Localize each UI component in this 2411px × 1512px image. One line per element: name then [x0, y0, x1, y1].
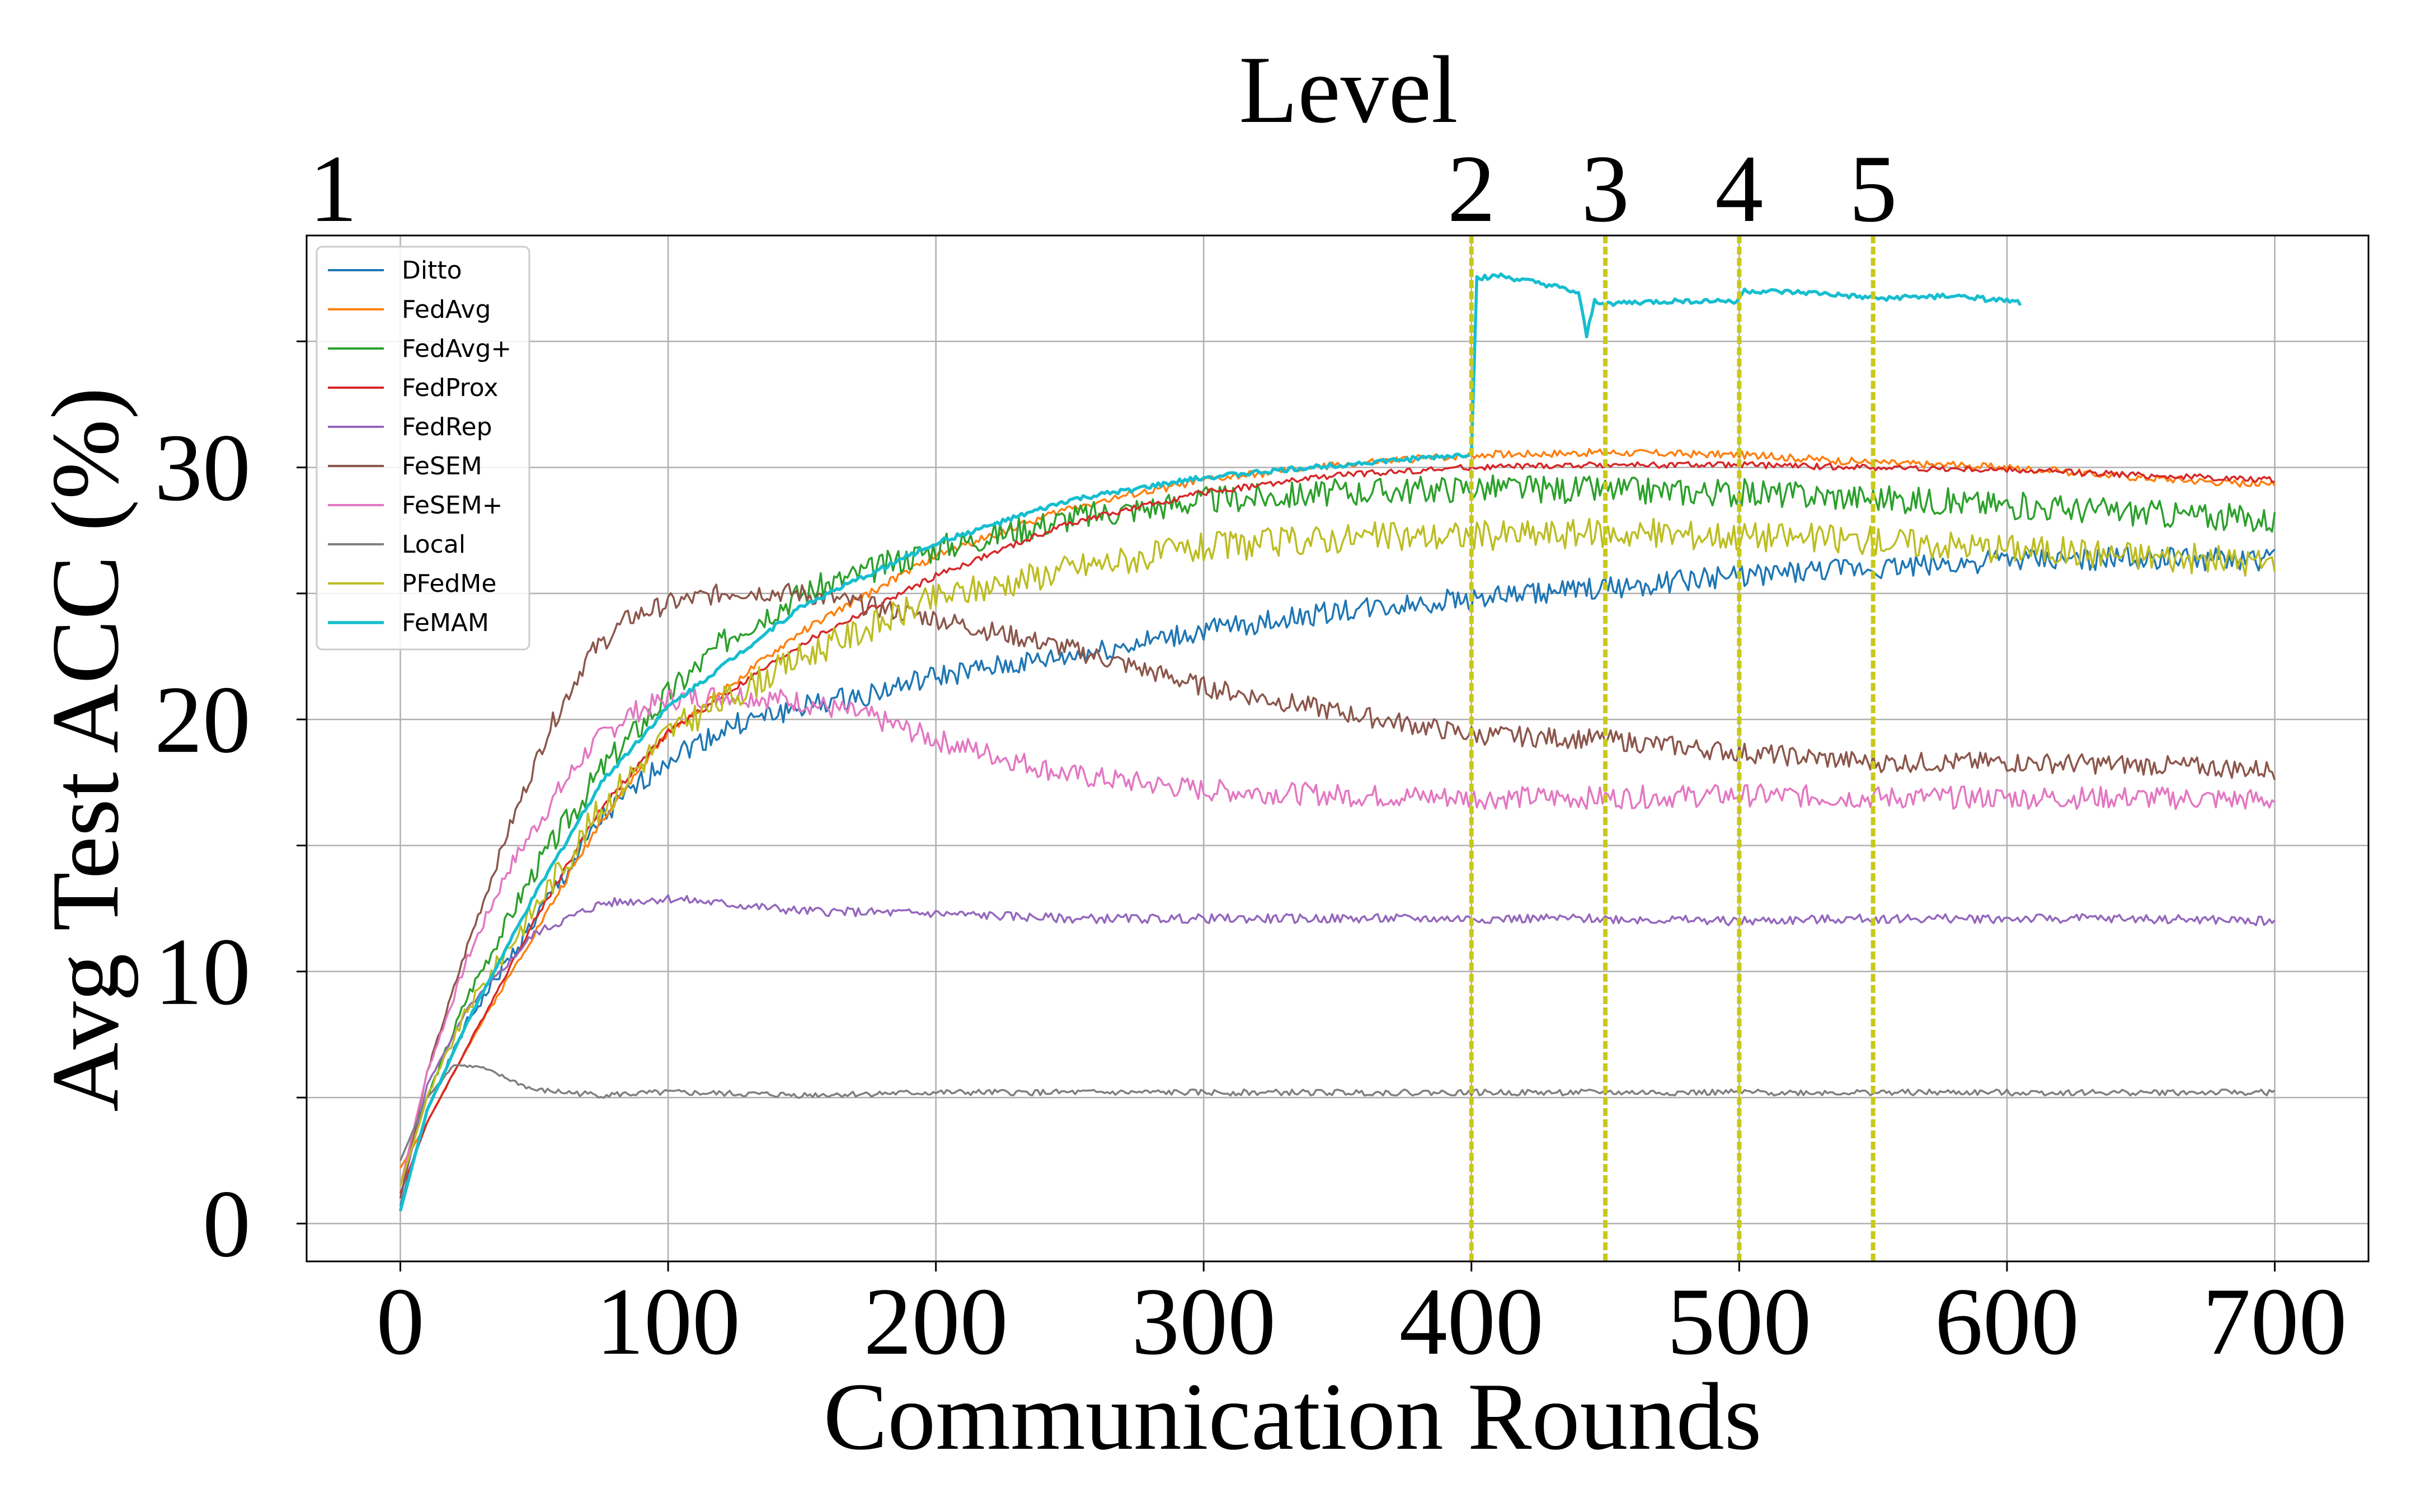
y-tick-label: 0 [203, 1171, 251, 1277]
x-tick-label: 700 [2203, 1269, 2347, 1375]
y-tick-label: 10 [154, 919, 251, 1025]
legend-label: PFedMe [402, 569, 496, 598]
x-tick-label: 500 [1667, 1269, 1811, 1375]
tick-labels-layer: 0 100 200 300 400 500 600 700 0 10 20 30 [154, 415, 2347, 1375]
level-label: 3 [1581, 136, 1629, 242]
series-line-fesem [399, 582, 2276, 1199]
plot-area-frame [306, 234, 2370, 1263]
level-axis-label: Level [1239, 37, 1458, 143]
series-line-femam [398, 272, 2022, 1212]
legend-label: FeSEM [402, 452, 482, 481]
legend-label: FedRep [402, 413, 492, 441]
ticks-layer [297, 340, 2276, 1271]
series-line-local [399, 1064, 2276, 1161]
x-tick-label: 400 [1399, 1269, 1544, 1375]
series-line-ditto [399, 546, 2276, 1207]
y-tick-label: 30 [154, 415, 251, 521]
legend-label: FeMAM [402, 609, 489, 637]
series-line-pfedme [399, 517, 2276, 1186]
series-line-fesem-plus [399, 687, 2276, 1186]
y-tick-label: 20 [154, 667, 251, 773]
x-axis-label: Communication Rounds [824, 1364, 1762, 1470]
legend-label: Ditto [402, 256, 462, 285]
legend-label: FedAvg+ [402, 335, 511, 363]
y-axis-label: Avg Test ACC (%) [32, 387, 139, 1111]
legend-label: FedAvg [402, 295, 491, 324]
x-tick-label: 600 [1935, 1269, 2079, 1375]
level-lines-layer [1469, 235, 1876, 1261]
x-tick-label: 200 [864, 1269, 1008, 1375]
x-tick-label: 300 [1131, 1269, 1276, 1375]
legend-label: Local [402, 530, 466, 559]
series-layer [398, 272, 2276, 1212]
legend: Ditto FedAvg FedAvg+ FedProx FedRep FeSEM FeSE… [316, 246, 530, 651]
level-label: 5 [1849, 136, 1897, 242]
series-line-fedavg-plus [399, 474, 2276, 1186]
legend-label: FedProx [402, 374, 498, 402]
level-label: 2 [1447, 136, 1496, 242]
series-line-fedrep [399, 894, 2276, 1199]
level-label: 4 [1715, 136, 1763, 242]
x-tick-label: 0 [377, 1269, 425, 1375]
legend-label: FeSEM+ [402, 491, 503, 520]
x-tick-label: 100 [596, 1269, 740, 1375]
level-label: 1 [309, 136, 358, 242]
